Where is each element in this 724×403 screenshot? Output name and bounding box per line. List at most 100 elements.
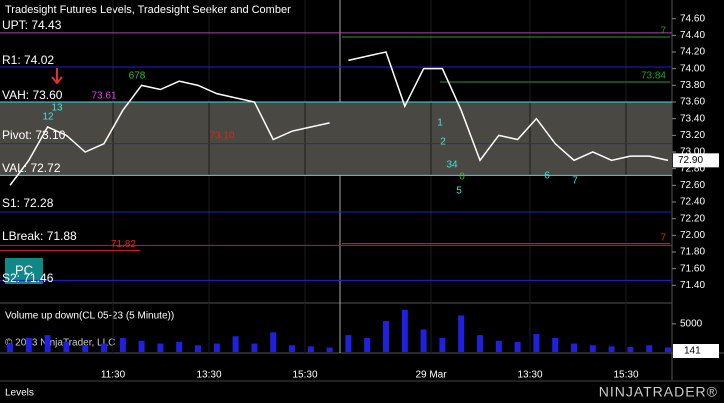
segment-label: 71.82 bbox=[111, 239, 136, 250]
level-label: S2: 71.46 bbox=[2, 271, 54, 285]
y-tick-label: 72.60 bbox=[680, 180, 705, 191]
level-label: Pivot: 73.10 bbox=[2, 128, 66, 142]
volume-bar bbox=[646, 345, 653, 352]
level-label: UPT: 74.43 bbox=[2, 18, 62, 32]
volume-bar bbox=[458, 315, 465, 352]
volume-bar bbox=[495, 340, 502, 352]
plot: 74.60 74.40 74.20 74.00 73.80 73.60 73.40 73.20… bbox=[0, 0, 719, 381]
y-tick-label: 73.60 bbox=[680, 97, 705, 108]
volume-bar bbox=[232, 336, 239, 352]
level-label: LBreak: 71.88 bbox=[2, 229, 77, 243]
last-price-label: 72.90 bbox=[678, 155, 703, 166]
annotation: 5 bbox=[456, 186, 462, 197]
volume-bar bbox=[571, 343, 577, 352]
x-tick-label: 13:30 bbox=[517, 370, 542, 381]
annotation: 6 bbox=[544, 171, 550, 182]
volume-bar bbox=[552, 337, 559, 352]
volume-bar bbox=[665, 347, 671, 352]
volume-bar bbox=[439, 337, 446, 352]
volume-bar bbox=[608, 346, 615, 352]
y-tick-label: 74.60 bbox=[680, 13, 705, 24]
annotation: 0 bbox=[459, 172, 465, 183]
y-tick-label: 73.80 bbox=[680, 80, 705, 91]
segment-label: 7 bbox=[660, 232, 666, 243]
tab-label[interactable]: Levels bbox=[5, 388, 34, 399]
arrow-icon bbox=[51, 68, 63, 85]
volume-bar bbox=[195, 345, 201, 352]
level-label: VAL: 72.72 bbox=[2, 161, 61, 175]
volume-tick-label: 5000 bbox=[680, 319, 703, 330]
x-tick-label: 13:30 bbox=[196, 370, 221, 381]
annotation: 1 bbox=[437, 118, 443, 129]
last-price-box bbox=[673, 153, 719, 168]
volume-bar bbox=[420, 329, 427, 352]
volume-bar bbox=[364, 337, 371, 352]
y-tick-label: 72.20 bbox=[680, 213, 705, 224]
y-tick-label: 73.40 bbox=[680, 113, 705, 124]
volume-bar bbox=[627, 346, 634, 352]
volume-bar bbox=[345, 335, 352, 352]
volume-bar bbox=[533, 334, 540, 352]
y-tick-label: 72.00 bbox=[680, 230, 705, 241]
volume-bar bbox=[157, 343, 164, 352]
segment-label: 7 bbox=[660, 26, 666, 37]
y-tick-label: 72.80 bbox=[680, 163, 705, 174]
y-tick-label: 74.00 bbox=[680, 63, 705, 74]
annotation: 34 bbox=[446, 160, 458, 171]
volume-bar bbox=[82, 345, 89, 352]
volume-bar bbox=[251, 343, 258, 352]
y-tick-label: 74.40 bbox=[680, 30, 705, 41]
brand-logo: NINJATRADER® bbox=[599, 384, 718, 400]
y-tick-label: 72.40 bbox=[680, 197, 705, 208]
volume-bar bbox=[401, 309, 408, 352]
volume-bar bbox=[7, 343, 13, 352]
annotation: 12 bbox=[42, 112, 54, 123]
volume-bar bbox=[289, 345, 295, 352]
volume-bar bbox=[477, 335, 483, 352]
x-tick-label: 15:30 bbox=[613, 370, 638, 381]
annotation: 2 bbox=[440, 137, 446, 148]
copyright: © 2023 NinjaTrader, LLC bbox=[5, 338, 115, 349]
volume-bar bbox=[383, 321, 389, 352]
y-tick-label: 71.60 bbox=[680, 263, 705, 274]
volume-bar bbox=[25, 337, 32, 352]
volume-bar bbox=[176, 341, 183, 352]
chart-title: Tradesight Futures Levels, Tradesight Se… bbox=[5, 4, 291, 16]
volume-bar bbox=[307, 346, 314, 352]
pc-button[interactable] bbox=[5, 258, 43, 284]
pc-button-label[interactable]: PC bbox=[15, 262, 33, 277]
volume-last-label: 141 bbox=[684, 346, 701, 357]
volume-bar bbox=[270, 332, 277, 352]
x-tick-label: 15:30 bbox=[292, 370, 317, 381]
price-line bbox=[9, 51, 669, 186]
value-area bbox=[0, 102, 672, 176]
volume-bar bbox=[101, 343, 107, 352]
y-tick-label: 73.00 bbox=[680, 147, 705, 158]
y-tick-label: 71.80 bbox=[680, 247, 705, 258]
volume-title: Volume up down(CL 05-23 (5 Minute)) bbox=[5, 311, 174, 322]
volume-bar bbox=[514, 341, 521, 352]
level-label: S1: 72.28 bbox=[2, 196, 54, 210]
annotation: 678 bbox=[129, 71, 146, 82]
annotation: 73.10 bbox=[209, 131, 234, 142]
y-tick-label: 74.20 bbox=[680, 47, 705, 58]
volume-last-box bbox=[673, 344, 719, 358]
volume-bar bbox=[138, 340, 145, 352]
annotation: 73.61 bbox=[91, 91, 116, 102]
x-tick-label: 29 Mar bbox=[415, 370, 447, 381]
x-tick-label: 11:30 bbox=[101, 370, 126, 381]
volume-bar bbox=[63, 341, 70, 352]
y-tick-label: 71.40 bbox=[680, 280, 705, 291]
volume-bar bbox=[326, 347, 333, 352]
annotation: 13 bbox=[51, 103, 63, 114]
volume-bar bbox=[44, 335, 51, 352]
volume-bar bbox=[589, 345, 596, 352]
level-label: R1: 74.02 bbox=[2, 53, 54, 67]
level-label: VAH: 73.60 bbox=[2, 88, 63, 102]
annotation: 7 bbox=[572, 176, 578, 187]
volume-bar bbox=[119, 337, 126, 352]
segment-label: 73.84 bbox=[641, 71, 666, 82]
y-tick-label: 73.20 bbox=[680, 130, 705, 141]
volume-bar bbox=[213, 343, 220, 352]
